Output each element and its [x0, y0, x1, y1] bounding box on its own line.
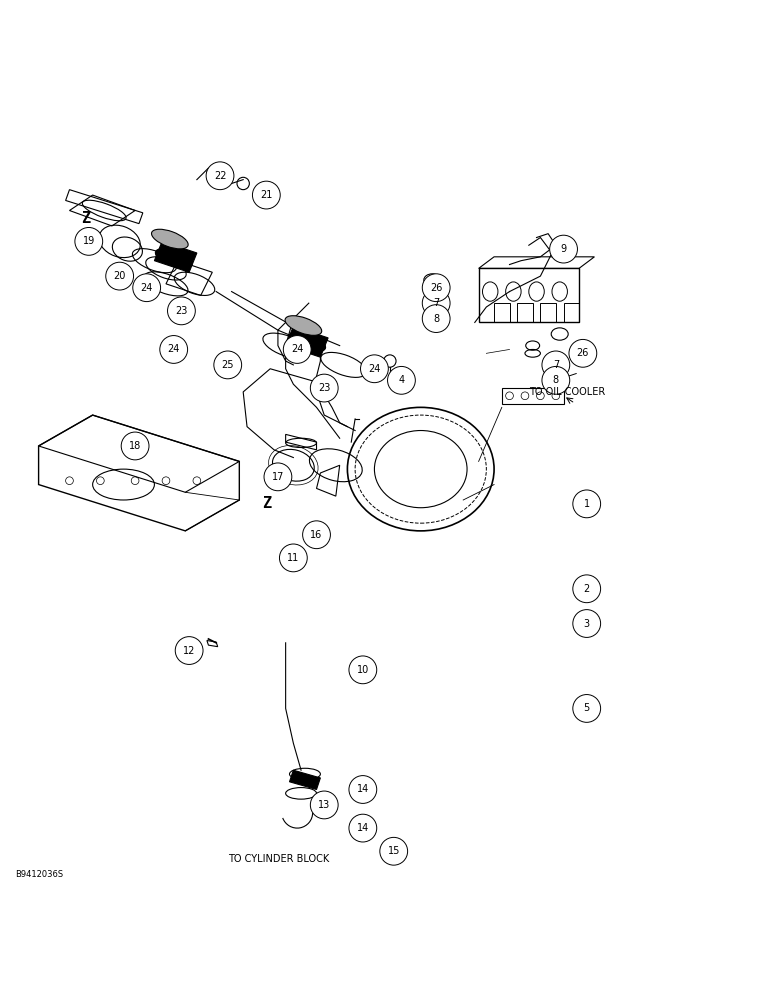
- Text: 24: 24: [141, 283, 153, 293]
- Text: 25: 25: [222, 360, 234, 370]
- Circle shape: [422, 274, 450, 302]
- Text: Z: Z: [262, 496, 272, 511]
- Text: 17: 17: [272, 472, 284, 482]
- Text: 8: 8: [553, 375, 559, 385]
- Circle shape: [206, 162, 234, 190]
- Text: TO OIL COOLER: TO OIL COOLER: [529, 387, 605, 397]
- Text: 26: 26: [430, 283, 442, 293]
- Text: TO CYLINDER BLOCK: TO CYLINDER BLOCK: [228, 854, 329, 864]
- Circle shape: [279, 544, 307, 572]
- Text: 1: 1: [584, 499, 590, 509]
- Ellipse shape: [151, 229, 188, 249]
- Polygon shape: [154, 241, 197, 272]
- Circle shape: [121, 432, 149, 460]
- Polygon shape: [286, 326, 328, 357]
- Text: 13: 13: [318, 800, 330, 810]
- Circle shape: [550, 235, 577, 263]
- Circle shape: [542, 351, 570, 379]
- Circle shape: [422, 289, 450, 317]
- Text: 16: 16: [310, 530, 323, 540]
- Circle shape: [380, 837, 408, 865]
- Circle shape: [573, 490, 601, 518]
- Circle shape: [569, 339, 597, 367]
- Text: 14: 14: [357, 823, 369, 833]
- Text: 20: 20: [113, 271, 126, 281]
- Circle shape: [106, 262, 134, 290]
- Text: 10: 10: [357, 665, 369, 675]
- Circle shape: [388, 366, 415, 394]
- Circle shape: [160, 336, 188, 363]
- Text: 12: 12: [183, 646, 195, 656]
- Text: 7: 7: [433, 298, 439, 308]
- Circle shape: [349, 776, 377, 803]
- Circle shape: [573, 695, 601, 722]
- Circle shape: [214, 351, 242, 379]
- Circle shape: [361, 355, 388, 383]
- Text: 14: 14: [357, 784, 369, 794]
- Text: B9412036S: B9412036S: [15, 870, 63, 879]
- Text: 18: 18: [129, 441, 141, 451]
- Text: 5: 5: [584, 703, 590, 713]
- Text: 11: 11: [287, 553, 300, 563]
- Text: 23: 23: [318, 383, 330, 393]
- Text: 7: 7: [553, 360, 559, 370]
- Text: 24: 24: [368, 364, 381, 374]
- Text: 3: 3: [584, 619, 590, 629]
- Circle shape: [252, 181, 280, 209]
- Circle shape: [349, 814, 377, 842]
- Text: 19: 19: [83, 236, 95, 246]
- Text: 24: 24: [291, 344, 303, 354]
- Ellipse shape: [285, 316, 322, 335]
- Circle shape: [573, 575, 601, 603]
- Text: 4: 4: [398, 375, 405, 385]
- Text: 23: 23: [175, 306, 188, 316]
- Text: 21: 21: [260, 190, 273, 200]
- Circle shape: [133, 274, 161, 302]
- Circle shape: [75, 227, 103, 255]
- Text: 8: 8: [433, 314, 439, 324]
- Circle shape: [175, 637, 203, 664]
- Circle shape: [283, 336, 311, 363]
- Text: 15: 15: [388, 846, 400, 856]
- Text: 26: 26: [577, 348, 589, 358]
- Text: 24: 24: [168, 344, 180, 354]
- Circle shape: [573, 610, 601, 637]
- Circle shape: [310, 791, 338, 819]
- Circle shape: [264, 463, 292, 491]
- Circle shape: [303, 521, 330, 549]
- Circle shape: [310, 374, 338, 402]
- Text: 9: 9: [560, 244, 567, 254]
- Polygon shape: [290, 770, 320, 790]
- Text: 22: 22: [214, 171, 226, 181]
- Circle shape: [349, 656, 377, 684]
- Circle shape: [168, 297, 195, 325]
- Circle shape: [422, 305, 450, 332]
- Circle shape: [542, 366, 570, 394]
- Ellipse shape: [289, 332, 326, 352]
- Ellipse shape: [155, 249, 192, 268]
- Text: 2: 2: [584, 584, 590, 594]
- Text: Z: Z: [81, 211, 90, 226]
